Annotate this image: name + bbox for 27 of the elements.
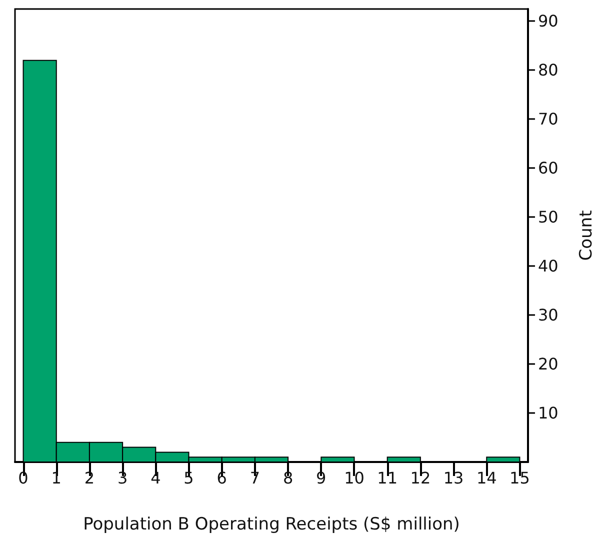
y-tick-label: 80 (538, 60, 558, 80)
y-tick-label: 50 (538, 208, 558, 227)
x-tick-label: 11 (377, 468, 398, 488)
x-tick-label: 13 (443, 468, 464, 488)
y-tick-label: 30 (538, 306, 558, 325)
x-tick-label: 10 (344, 468, 364, 488)
y-tick-label: 10 (538, 404, 558, 423)
x-tick-label: 3 (117, 468, 128, 488)
y-tick-label: 60 (538, 158, 558, 178)
x-axis-title: Population B Operating Receipts (S$ million) (83, 514, 460, 534)
y-axis-title: Count (576, 210, 596, 261)
y-tick-label: 90 (538, 12, 558, 31)
x-tick-label: 6 (216, 468, 227, 488)
x-tick-label: 8 (282, 468, 294, 488)
x-tick-label: 14 (476, 468, 497, 488)
y-tick-label: 20 (538, 354, 558, 374)
x-tick-label: 0 (18, 468, 28, 488)
x-tick-label: 12 (410, 468, 431, 488)
x-tick-label: 2 (84, 468, 95, 488)
x-tick-label: 4 (150, 468, 161, 488)
x-tick-label: 15 (510, 468, 530, 488)
x-tick-label: 1 (51, 468, 62, 488)
x-tick-label: 9 (316, 468, 326, 488)
x-tick-label: 7 (250, 468, 260, 488)
y-tick-label: 70 (538, 110, 558, 129)
x-tick-label: 5 (184, 468, 194, 488)
y-tick-label: 40 (538, 256, 558, 276)
